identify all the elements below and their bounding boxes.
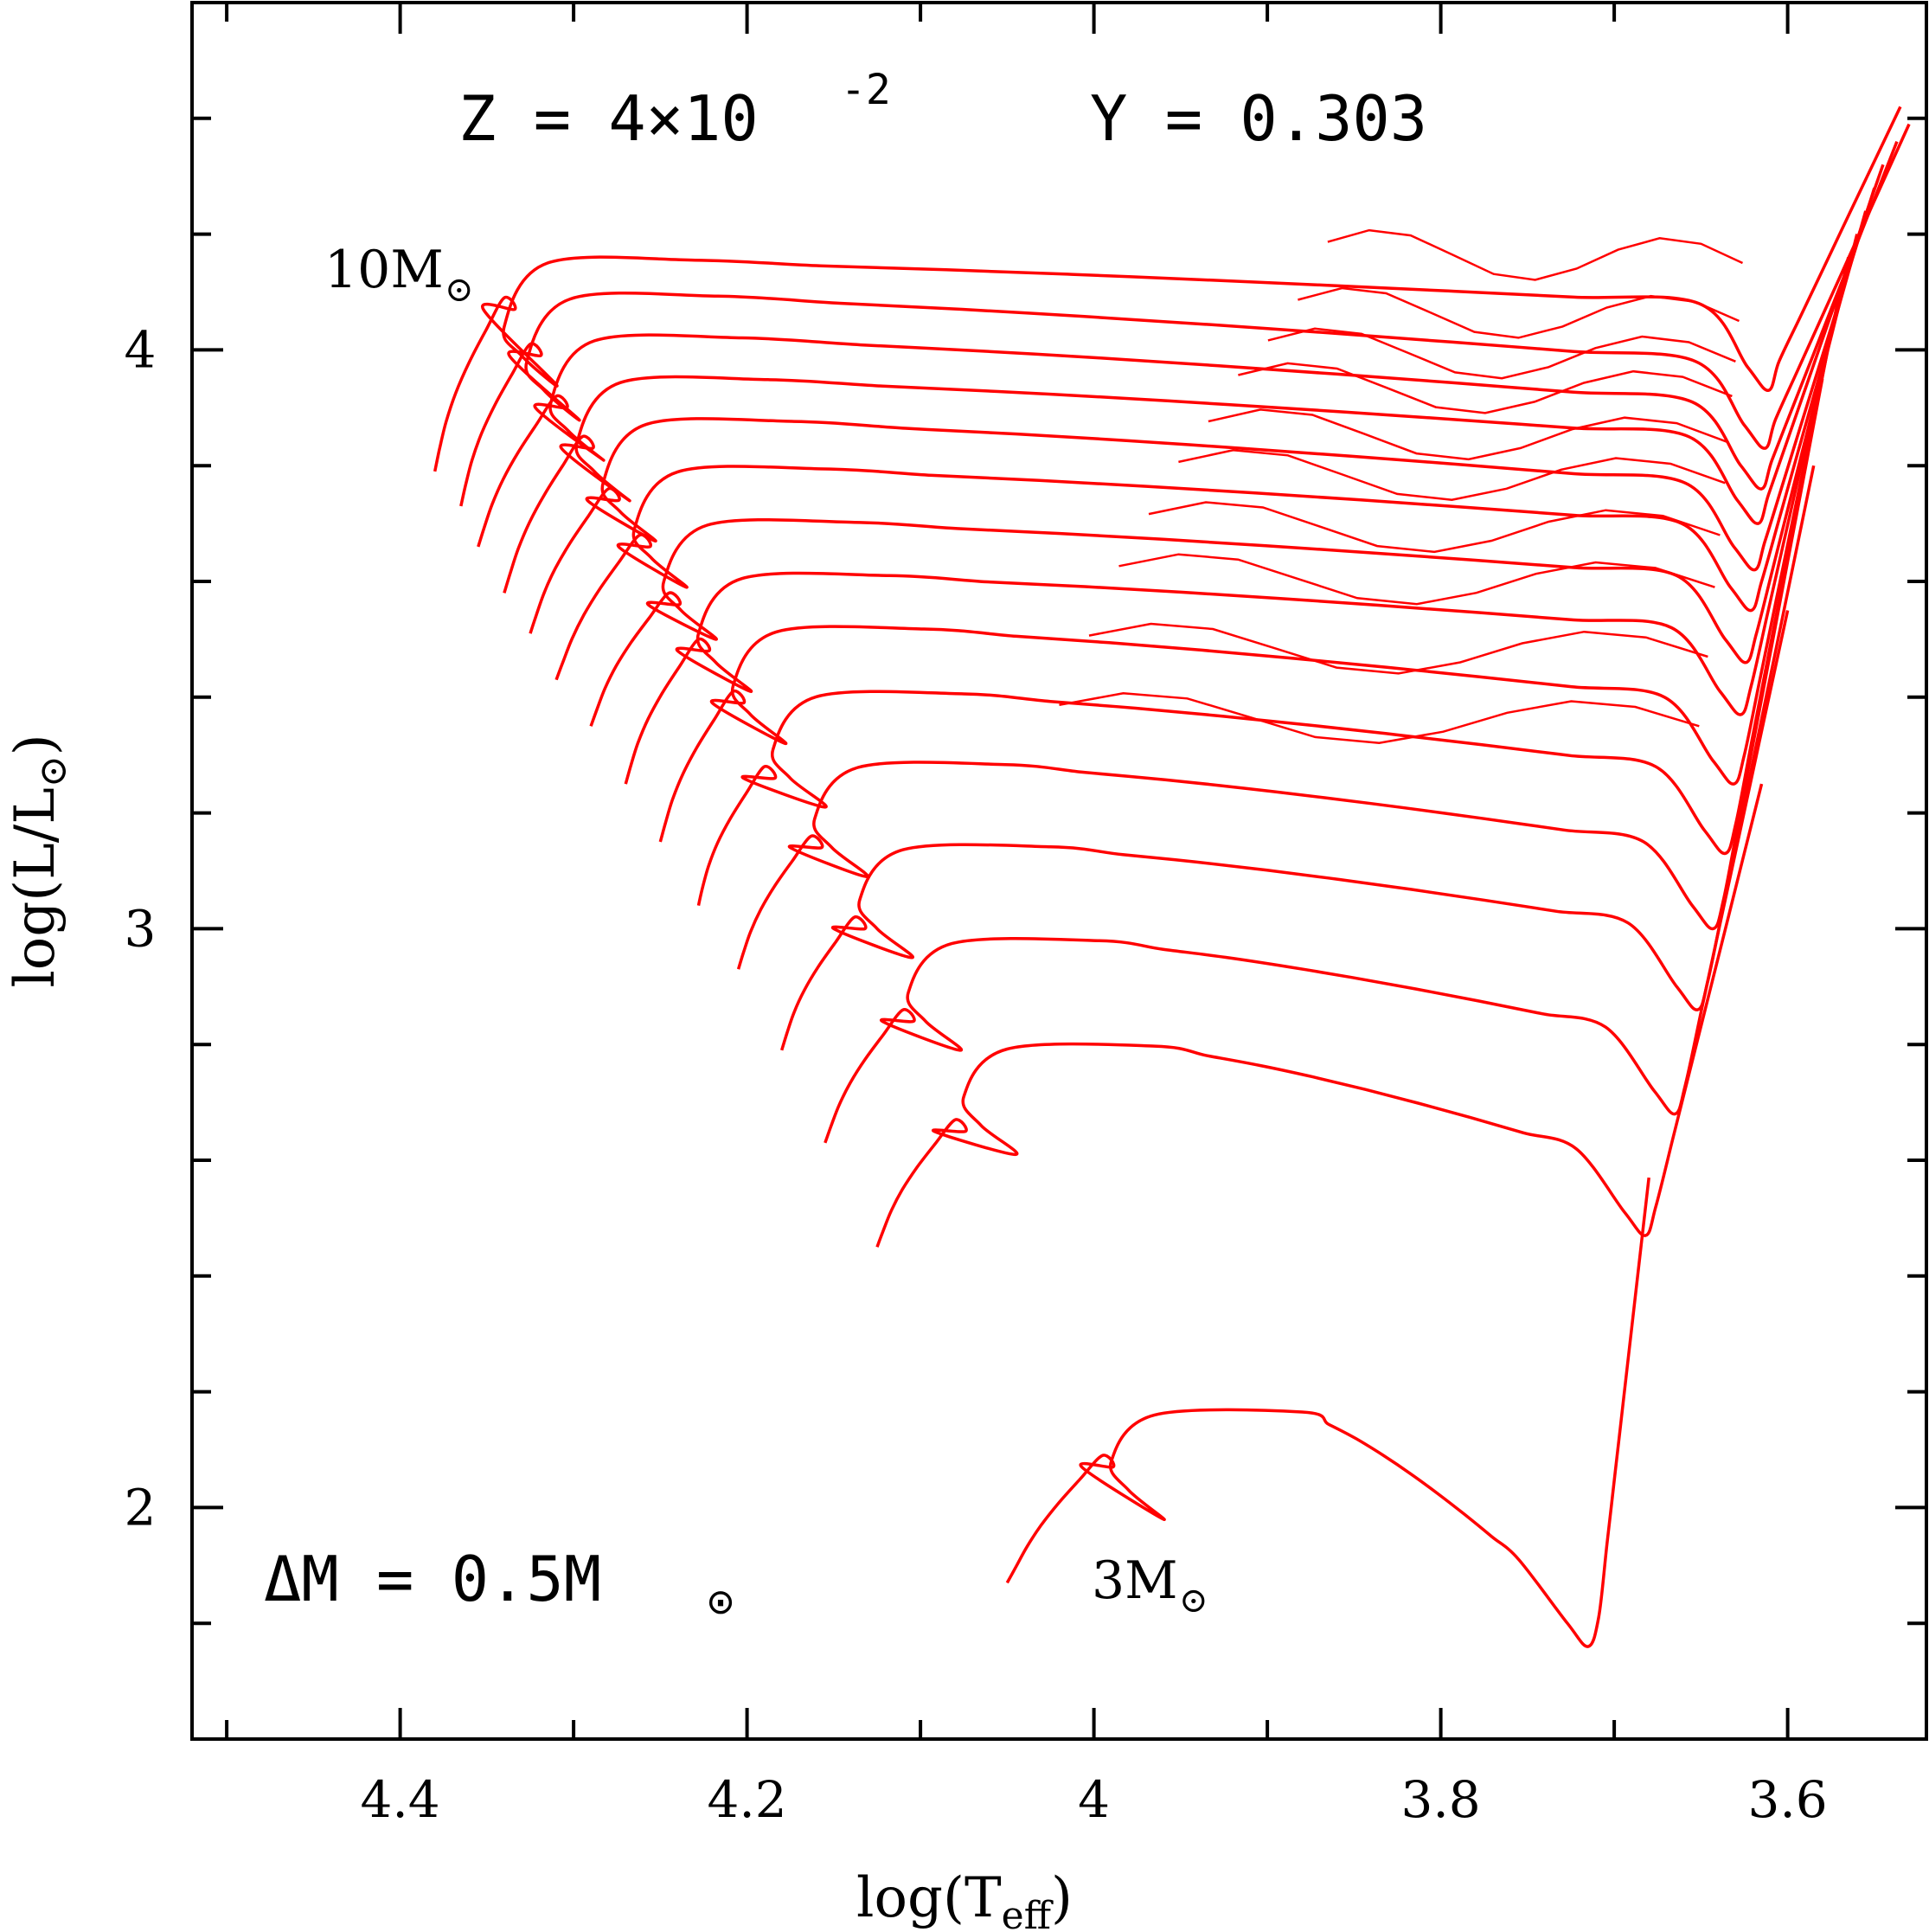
track-4p5-msun — [780, 465, 1816, 1051]
track-8p5-msun — [503, 164, 1885, 594]
blue-loop — [1088, 622, 1708, 675]
top-mass-label: 10M ⊙ — [324, 240, 474, 310]
track-7p5-msun — [554, 210, 1868, 681]
y-tick-label: 3 — [125, 899, 157, 958]
blue-loop — [1298, 286, 1740, 339]
blue-loop — [1178, 449, 1726, 501]
y-tick-label: 4 — [125, 320, 157, 379]
x-axis-title: log(Teff) — [856, 1866, 1073, 1932]
track-7p0-msun — [589, 234, 1859, 727]
mass-step-label: ΔM = 0.5M ⊙ — [264, 1543, 734, 1627]
blue-loop — [1267, 327, 1736, 380]
x-tick-label: 3.6 — [1747, 1770, 1827, 1829]
x-tick-label: 4.2 — [707, 1770, 786, 1829]
track-3p5-msun — [875, 783, 1764, 1248]
track-9p0-msun — [477, 140, 1899, 548]
y-axis-title: log(L/L⊙) — [3, 734, 75, 987]
track-6p0-msun — [658, 292, 1842, 843]
track-6p5-msun — [624, 257, 1850, 785]
bottom-mass-sun-symbol: ⊙ — [1179, 1581, 1208, 1621]
track-3p0-msun — [1005, 1177, 1650, 1648]
plot-frame — [190, 1, 1928, 1741]
x-tick-label: 4.4 — [360, 1770, 439, 1829]
delta-m-label: ΔM = 0.5M — [264, 1543, 601, 1615]
helium-label: Y = 0.303 — [1090, 82, 1427, 155]
blue-loop — [1238, 362, 1733, 414]
track-9p5-msun — [459, 123, 1911, 507]
evolutionary-tracks — [433, 106, 1911, 1648]
blue-loop — [1118, 553, 1715, 606]
top-mass-sun-symbol: ⊙ — [445, 270, 474, 310]
z-label: Z = 4×10 — [458, 82, 759, 155]
tick-labels: 4.4 4.2 4 3.8 3.6 2 3 4 — [125, 320, 1828, 1829]
blue-loop — [1327, 228, 1744, 281]
track-5p5-msun — [696, 331, 1833, 906]
track-10p0-msun — [433, 106, 1902, 472]
blue-loop — [1148, 501, 1721, 554]
x-tick-label: 3.8 — [1400, 1770, 1480, 1829]
bottom-mass-label: 3M ⊙ — [1092, 1550, 1208, 1621]
top-mass-text: 10M — [324, 240, 444, 300]
bottom-mass-text: 3M — [1092, 1550, 1178, 1611]
z-exponent: -2 — [841, 66, 891, 114]
composition-label: Z = 4×10 -2 Y = 0.303 — [458, 66, 1427, 155]
track-8p0-msun — [529, 187, 1876, 634]
delta-m-sun-symbol: ⊙ — [708, 1576, 734, 1627]
track-5p0-msun — [736, 378, 1824, 970]
track-4p0-msun — [824, 610, 1790, 1144]
blue-loop — [1059, 692, 1700, 744]
y-tick-label: 2 — [125, 1478, 157, 1537]
axis-ticks — [192, 3, 1926, 1739]
x-tick-label: 4 — [1078, 1770, 1110, 1829]
blue-loop — [1208, 408, 1729, 461]
